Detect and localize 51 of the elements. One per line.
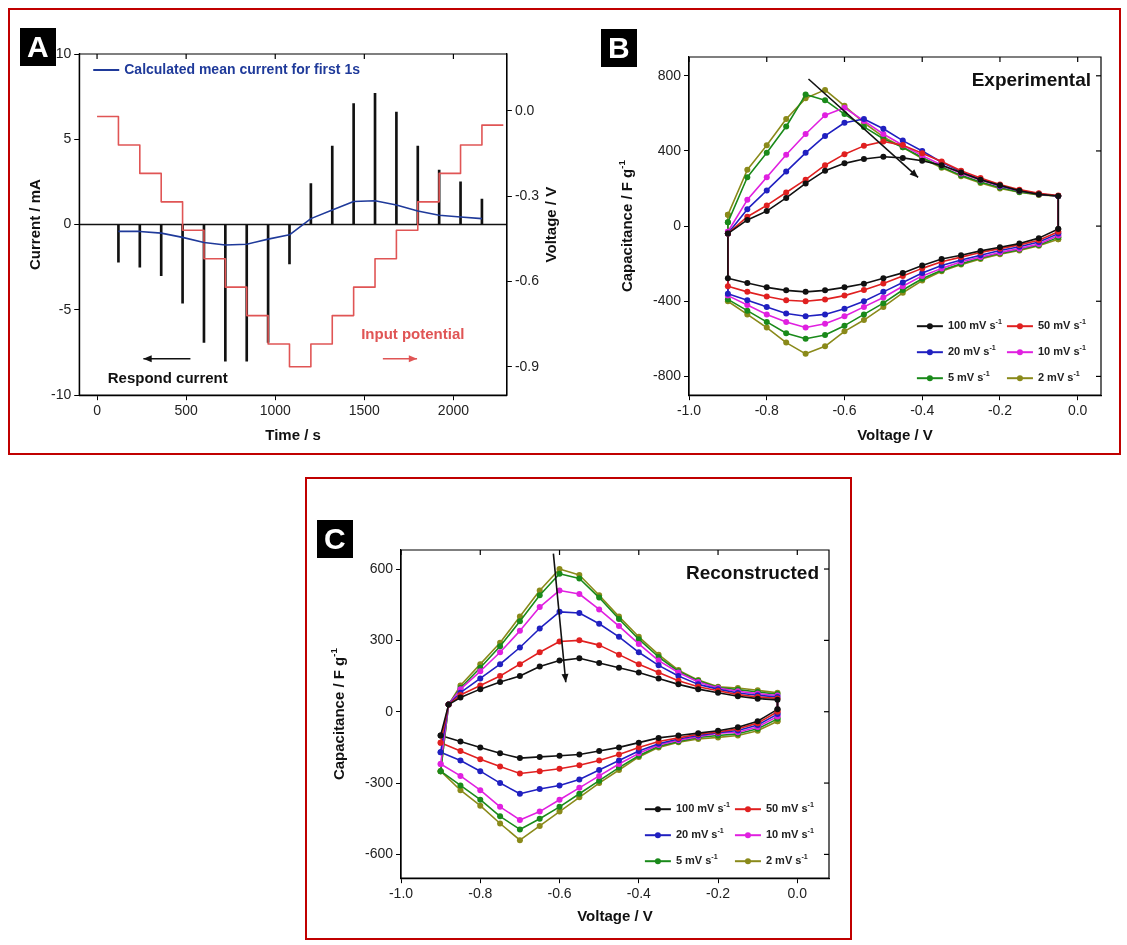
y-tick-label: -800 (652, 367, 682, 384)
y-tick-label: 400 (657, 141, 682, 158)
y-tick-label: 10 (55, 44, 72, 61)
text: Experimental (971, 69, 1091, 91)
y-tick-label: -600 (364, 845, 394, 862)
text: C (317, 520, 353, 558)
series-label: Input potential (361, 324, 465, 342)
y-tick-label: 0 (63, 215, 72, 232)
text: A (20, 28, 56, 66)
y-tick-label: 5 (63, 130, 72, 147)
x-tick-label: -0.2 (987, 402, 1013, 419)
x-axis-title: Voltage / V (577, 907, 653, 925)
y2-tick-label: -0.6 (514, 272, 540, 289)
y-axis-title: Capacitance / F g-1 (328, 647, 348, 781)
y-tick-label: -10 (51, 386, 72, 403)
y-axis-title: Capacitance / F g-1 (616, 159, 636, 293)
x-tick-label: -0.4 (910, 402, 935, 419)
x-tick-label: -0.8 (468, 885, 493, 902)
x-tick-label: -1.0 (388, 885, 414, 902)
x-tick-label: -0.6 (832, 402, 857, 419)
y-tick-label: 0 (385, 702, 394, 719)
y2-tick-label: -0.9 (514, 357, 540, 374)
y-tick-label: 800 (657, 66, 682, 83)
x-tick-label: 0 (93, 402, 102, 419)
annotation: Respond current (107, 368, 228, 386)
y-tick-label: 600 (369, 559, 394, 576)
y2-tick-label: 0.0 (514, 101, 535, 118)
x-tick-label: -0.6 (547, 885, 572, 902)
x-tick-label: -0.8 (754, 402, 780, 419)
x-tick-label: 0.0 (1067, 402, 1088, 419)
y-tick-label: -300 (364, 773, 394, 790)
x-tick-label: 0.0 (787, 885, 808, 902)
text: Reconstructed (685, 562, 819, 584)
y-tick-label: 300 (369, 631, 394, 648)
x-tick-label: 500 (174, 402, 199, 419)
y-tick-label: -5 (58, 300, 72, 317)
legend-label: Calculated mean current for first 1s (124, 60, 361, 77)
x-tick-label: 1000 (259, 402, 292, 419)
x-tick-label: -1.0 (676, 402, 702, 419)
y-tick-label: -400 (652, 292, 682, 309)
x-tick-label: -0.2 (705, 885, 731, 902)
y2-axis-title: Voltage / V (542, 186, 560, 263)
x-axis-title: Time / s (265, 426, 321, 444)
y-axis-title: Current / mA (26, 179, 44, 271)
x-tick-label: -0.4 (626, 885, 652, 902)
x-tick-label: 2000 (437, 402, 470, 419)
y-tick-label: 0 (673, 216, 682, 233)
text: B (601, 29, 637, 67)
y2-tick-label: -0.3 (514, 187, 540, 204)
x-tick-label: 1500 (348, 402, 381, 419)
x-axis-title: Voltage / V (857, 426, 933, 444)
